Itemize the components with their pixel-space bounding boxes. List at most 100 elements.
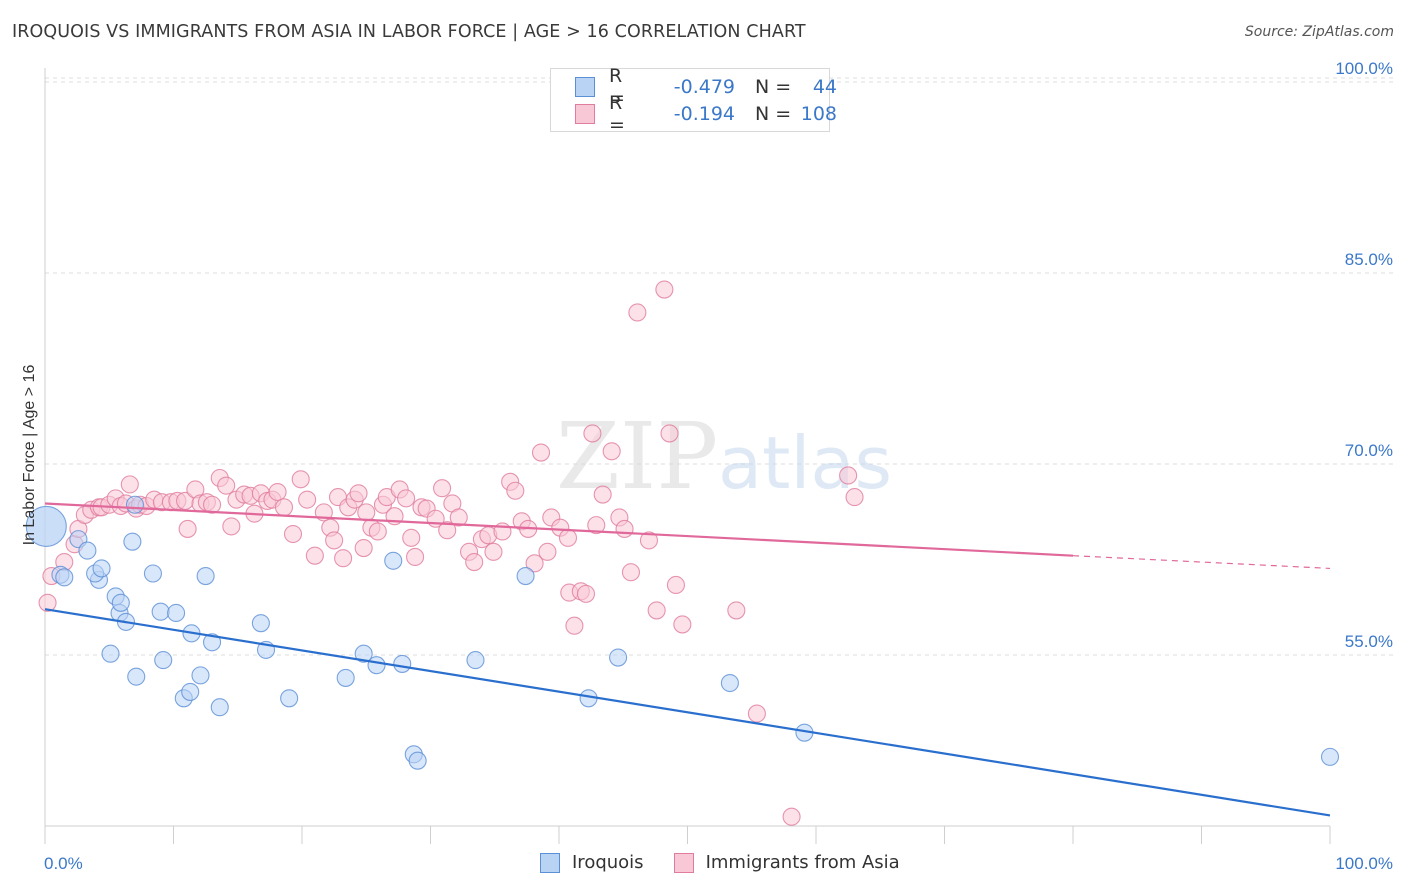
legend-n-value: 44 — [812, 76, 837, 98]
trend-line-iroquois — [44, 608, 1331, 817]
point-asia — [628, 303, 647, 322]
legend-swatch-asia — [575, 104, 595, 124]
point-asia — [506, 481, 525, 500]
point-asia — [222, 517, 241, 536]
point-asia — [449, 508, 468, 527]
point-iroquois — [151, 602, 170, 621]
point-asia — [438, 521, 457, 540]
point-asia — [268, 482, 287, 502]
point-iroquois — [191, 666, 210, 685]
point-asia — [283, 524, 303, 544]
point-iroquois — [408, 751, 427, 770]
watermark: ZIP atlas — [556, 403, 892, 510]
watermark-atlas: atlas — [718, 421, 892, 505]
source-label: Source: ZipAtlas.com — [1244, 24, 1394, 40]
point-iroquois — [25, 505, 67, 547]
point-iroquois — [720, 673, 739, 693]
point-iroquois — [123, 532, 142, 551]
point-iroquois — [609, 648, 628, 667]
legend-n-value: 108 — [800, 103, 837, 125]
point-asia — [673, 615, 692, 634]
y-tick-label: 100.0% — [1335, 59, 1393, 78]
point-iroquois — [210, 698, 229, 717]
point-iroquois — [143, 564, 162, 583]
point-asia — [120, 475, 139, 494]
point-iroquois — [466, 651, 485, 670]
point-iroquois — [516, 567, 535, 586]
point-asia — [433, 479, 452, 498]
point-iroquois — [393, 654, 412, 673]
point-iroquois — [167, 603, 186, 623]
point-asia — [647, 601, 666, 620]
point-asia — [357, 503, 376, 522]
point-iroquois — [92, 559, 111, 578]
point-iroquois — [367, 656, 386, 675]
point-iroquois — [384, 551, 403, 570]
trend-lines — [44, 502, 1331, 817]
point-iroquois — [154, 651, 173, 670]
point-asia — [349, 484, 368, 503]
point-asia — [558, 528, 578, 547]
legend-swatch-iroquois — [540, 852, 560, 873]
point-asia — [178, 519, 197, 538]
point-asia — [406, 547, 425, 567]
y-tick-label: 85.0% — [1345, 250, 1393, 269]
point-iroquois — [354, 644, 373, 663]
trend-line-asia-extrapolated — [1072, 555, 1331, 570]
legend-n-label: N = — [755, 76, 792, 98]
point-asia — [354, 538, 373, 558]
point-iroquois — [127, 667, 146, 686]
point-asia — [593, 485, 612, 504]
point-asia — [615, 519, 634, 538]
point-iroquois — [1320, 747, 1340, 766]
watermark-zip: ZIP — [556, 403, 718, 510]
point-asia — [747, 704, 766, 723]
point-asia — [531, 443, 551, 462]
grid-lines — [45, 77, 1394, 656]
y-tick-label: 55.0% — [1345, 632, 1393, 651]
point-asia — [525, 554, 544, 573]
series-legend: Iroquois Immigrants from Asia — [540, 852, 900, 873]
point-asia — [484, 542, 503, 561]
point-asia — [334, 549, 353, 568]
legend-r-value: -0.194 — [673, 103, 735, 125]
point-asia — [655, 280, 674, 299]
point-asia — [465, 552, 484, 572]
point-iroquois — [280, 689, 299, 708]
legend-item-iroquois: Iroquois — [572, 852, 644, 873]
point-asia — [845, 488, 864, 507]
legend-r-value: -0.479 — [673, 76, 735, 98]
legend-row-asia: R = -0.194 N = 108 — [575, 92, 837, 136]
tick-labels: 100.0% 85.0% 70.0% 55.0% 0.0% 100.0% — [44, 59, 1393, 873]
point-asia — [538, 542, 557, 561]
point-asia — [587, 516, 606, 535]
point-asia — [368, 522, 387, 541]
point-iroquois — [78, 541, 97, 560]
x-tick-label-max: 100.0% — [1335, 854, 1393, 873]
legend-row-iroquois: R = -0.479 N = 44 — [575, 65, 837, 109]
point-asia — [274, 498, 294, 517]
point-asia — [38, 593, 57, 612]
legend-item-asia: Immigrants from Asia — [705, 852, 900, 873]
x-tick-label-min: 0.0% — [44, 854, 83, 873]
point-iroquois — [111, 593, 130, 612]
axes — [44, 68, 1331, 844]
point-asia — [576, 584, 596, 603]
point-iroquois — [196, 567, 215, 586]
series-immigrants-from-asia — [38, 280, 864, 826]
y-axis-label: In Labor Force | Age > 16 — [21, 365, 38, 546]
point-asia — [583, 424, 602, 443]
point-asia — [660, 424, 679, 443]
correlation-legend: R = -0.479 N = 44 R = -0.194 N = 108 — [550, 65, 837, 136]
legend-n-label: N = — [755, 103, 792, 125]
series-iroquois — [25, 495, 1340, 770]
point-iroquois — [101, 644, 120, 663]
point-asia — [203, 495, 222, 514]
point-asia — [325, 531, 344, 550]
point-iroquois — [336, 668, 355, 687]
trend-line-asia — [44, 502, 1074, 557]
point-asia — [727, 601, 746, 620]
point-asia — [565, 616, 584, 635]
legend-r-label: R = — [609, 92, 625, 136]
